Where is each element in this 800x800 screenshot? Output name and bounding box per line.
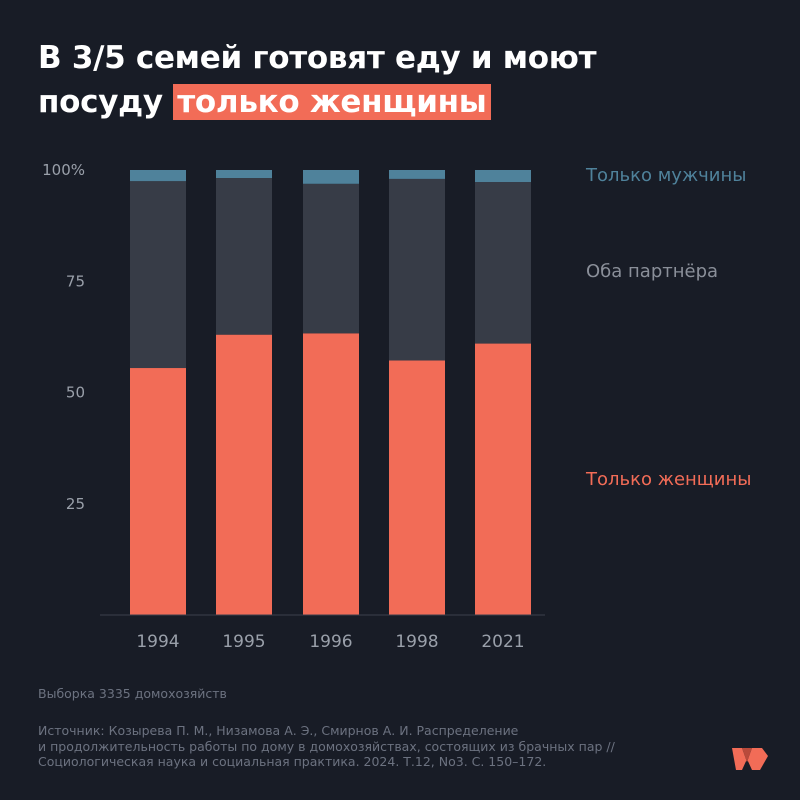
footnotes: Выборка 3335 домохозяйств Источник: Козы… xyxy=(38,686,718,770)
bar-1998-series-0 xyxy=(389,360,445,615)
legend-label: Только женщины xyxy=(585,469,751,490)
bar-1996-series-2 xyxy=(303,170,359,184)
bar-1995-series-2 xyxy=(216,170,272,179)
title-highlight: только женщины xyxy=(173,84,491,120)
source-line-2: и продолжительность работы по дому в дом… xyxy=(38,738,615,754)
x-tick-label: 1995 xyxy=(222,632,265,652)
bar-1996-series-0 xyxy=(303,333,359,615)
x-tick-label: 1996 xyxy=(309,632,352,652)
y-tick-label: 75 xyxy=(66,272,85,290)
bar-1994-series-2 xyxy=(130,170,186,182)
legend-label: Только мужчины xyxy=(585,165,747,186)
legend-label: Оба партнёра xyxy=(586,261,718,282)
page-title: В 3/5 семей готовят еду и моют посуду то… xyxy=(38,36,758,124)
bar-1994-series-1 xyxy=(130,181,186,369)
bar-2021-series-2 xyxy=(475,170,531,183)
source-line-3: Социологическая наука и социальная практ… xyxy=(38,754,547,769)
bar-1995-series-0 xyxy=(216,334,272,615)
bar-1995-series-1 xyxy=(216,178,272,335)
bar-2021-series-0 xyxy=(475,343,531,615)
x-tick-label: 1998 xyxy=(395,632,438,652)
bar-1994-series-0 xyxy=(130,368,186,615)
stacked-bar-chart: 25 50 75 100% 1994 1995 1996 1998 2021 Только муж… xyxy=(42,161,751,652)
title-line-2-prefix: посуду xyxy=(38,84,174,120)
y-tick-label: 50 xyxy=(66,384,85,402)
x-tick-label: 1994 xyxy=(136,632,179,652)
bar-1998-series-1 xyxy=(389,178,445,361)
y-tick-label: 25 xyxy=(66,495,85,513)
title-line-1: В 3/5 семей готовят еду и моют xyxy=(38,40,597,76)
source-line-1: Источник: Козырева П. М., Низамова А. Э.… xyxy=(38,723,519,738)
sample-note: Выборка 3335 домохозяйств xyxy=(38,686,227,701)
bar-1996-series-1 xyxy=(303,183,359,334)
bar-2021-series-1 xyxy=(475,182,531,344)
brand-logo-icon xyxy=(732,748,768,770)
y-tick-label: 100% xyxy=(42,161,85,179)
bar-1998-series-2 xyxy=(389,170,445,179)
x-tick-label: 2021 xyxy=(481,632,524,652)
